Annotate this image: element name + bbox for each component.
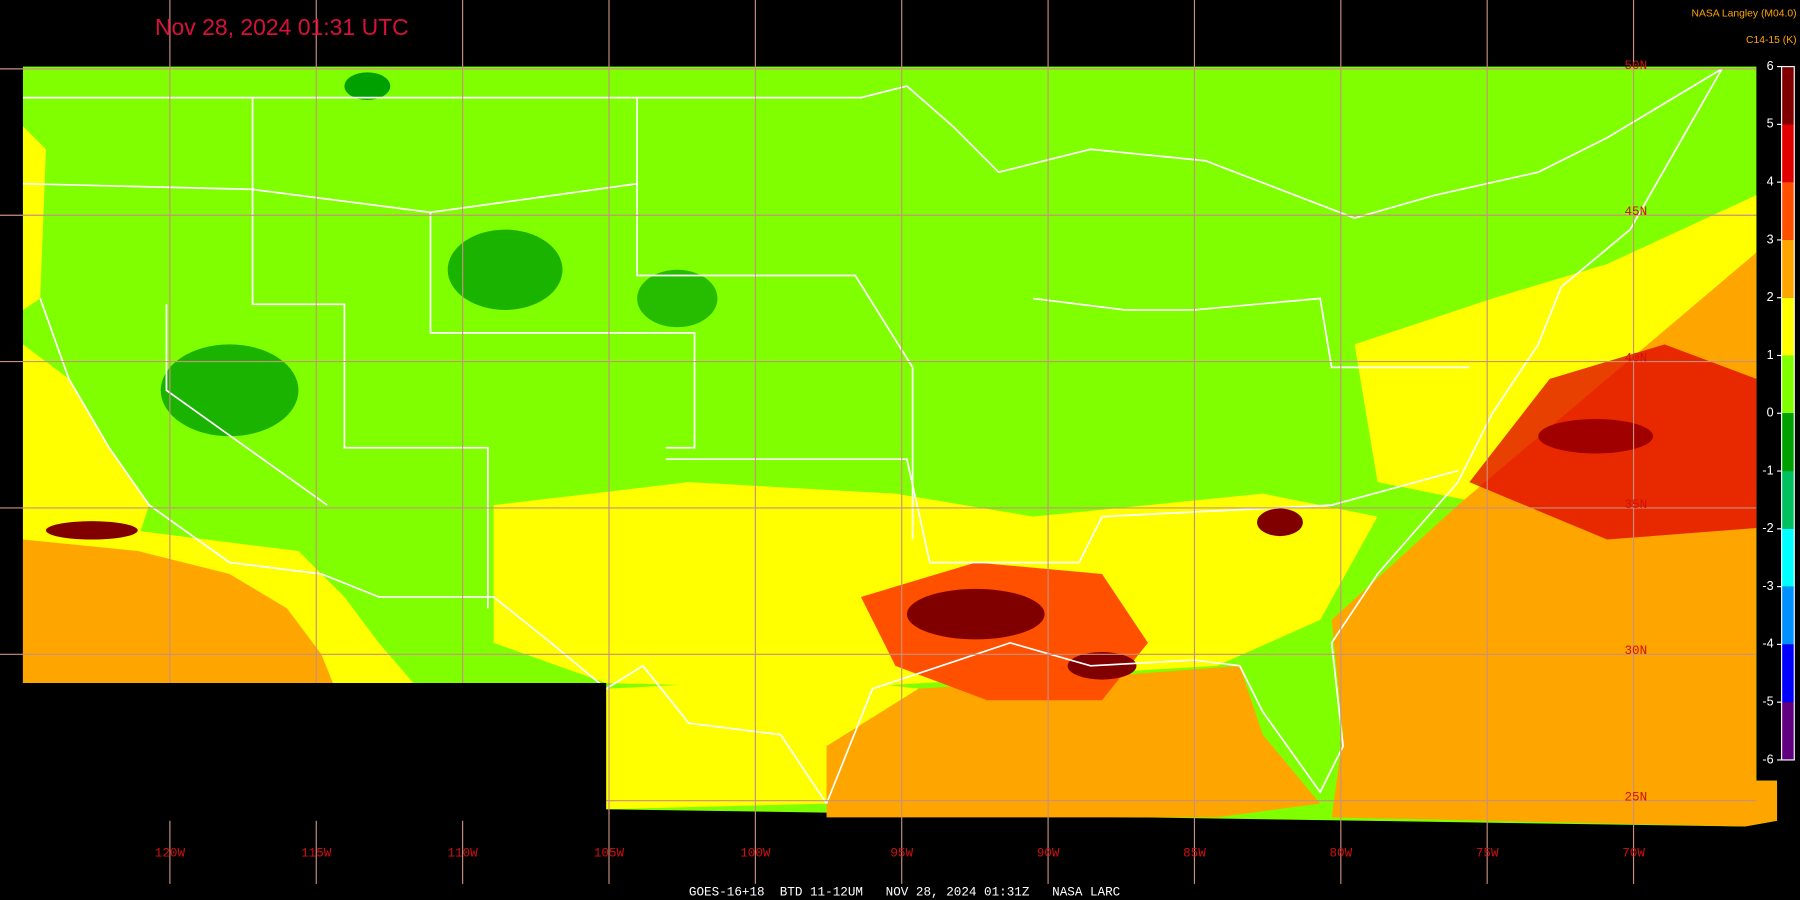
colorbar-tick-label: -5	[1762, 694, 1773, 708]
field-orange	[22, 539, 333, 684]
colorbar-tick-label: 3	[1767, 232, 1774, 246]
state-line	[665, 458, 1459, 564]
colorbar-tick-label: 6	[1767, 59, 1774, 73]
latitude-label: 40N	[1624, 350, 1647, 365]
field-dark-green	[447, 229, 563, 310]
longitude-label: 70W	[1622, 845, 1645, 860]
longitude-label: 115W	[301, 845, 332, 860]
field-dark-green	[637, 269, 718, 328]
latitude-label: 45N	[1624, 204, 1647, 219]
field-dark-green	[344, 72, 391, 100]
colorbar-segment	[1781, 644, 1795, 703]
latitude-label: 35N	[1624, 497, 1647, 512]
borders	[22, 68, 1723, 805]
longitude-label: 100W	[740, 845, 771, 860]
longitude-label: 80W	[1329, 845, 1352, 860]
field-dark-red	[906, 588, 1045, 640]
colorbar-segment	[1781, 355, 1795, 414]
longitude-label: 90W	[1037, 845, 1060, 860]
state-line	[636, 97, 914, 540]
no-data	[0, 683, 607, 821]
latitude-label: 25N	[1624, 790, 1647, 805]
colorbar-segment	[1781, 528, 1795, 587]
longitude-label: 110W	[447, 845, 478, 860]
colorbar-segment	[1781, 66, 1795, 125]
colorbar-tick-label: -3	[1762, 579, 1773, 593]
longitude-label: 120W	[155, 845, 186, 860]
longitude-label: 95W	[890, 845, 913, 860]
state-line	[22, 182, 638, 214]
state-line	[165, 304, 328, 506]
colorbar-tick-label: -2	[1762, 521, 1773, 535]
colorbar-segment	[1781, 586, 1795, 645]
field-yellow	[22, 344, 150, 540]
footer: GOES-16+18 BTD 11-12UM NOV 28, 2024 01:3…	[689, 884, 1121, 899]
state-line	[1033, 297, 1470, 369]
colorbar-segment	[1781, 702, 1795, 760]
latitude-label: 50N	[1624, 58, 1647, 73]
colorbar: 6 5 4 3 2 1 0 -1 -2 -3 -4 -5 -6	[1762, 59, 1795, 766]
colorbar-segment	[1781, 471, 1795, 529]
field-yellow	[22, 126, 46, 310]
colorbar-segment	[1781, 124, 1795, 183]
state-line	[429, 212, 696, 449]
field-dark-red	[1538, 419, 1654, 454]
field-dark-green	[160, 344, 299, 437]
border-southwest	[39, 298, 828, 805]
colorbar-tick-label: -4	[1762, 637, 1773, 651]
colorbar-tick-label: 0	[1767, 406, 1774, 420]
longitude-label: 85W	[1183, 845, 1206, 860]
satellite-field	[22, 66, 1778, 827]
colorbar-tick-label: -6	[1762, 752, 1773, 766]
field-orange	[826, 665, 1321, 818]
latitude-label: 30N	[1624, 643, 1647, 658]
border-north	[22, 68, 1723, 220]
colorbar-tick-label: 4	[1767, 174, 1774, 188]
product: C14-15 (K)	[1746, 35, 1797, 46]
graticule: 120W 115W 110W 105W 100W 95W 90W 85W 80W 75W 70W 50…	[0, 0, 1757, 884]
colorbar-tick-label: 5	[1767, 117, 1774, 131]
credit: NASA Langley (M04.0)	[1691, 9, 1796, 20]
longitude-label: 75W	[1476, 845, 1499, 860]
coast-east	[825, 68, 1723, 804]
colorbar-segment	[1781, 297, 1795, 356]
longitude-label: 105W	[594, 845, 625, 860]
colorbar-tick-label: -1	[1762, 463, 1773, 477]
colorbar-segment	[1781, 182, 1795, 240]
colorbar-segment	[1781, 413, 1795, 472]
field-dark-red	[45, 521, 138, 540]
field-dark-red	[1257, 508, 1303, 537]
state-line	[251, 97, 489, 609]
colorbar-tick-label: 2	[1767, 290, 1774, 304]
colorbar-tick-label: 1	[1767, 348, 1774, 362]
colorbar-segment	[1781, 239, 1795, 298]
title: Nov 28, 2024 01:31 UTC	[155, 14, 409, 40]
